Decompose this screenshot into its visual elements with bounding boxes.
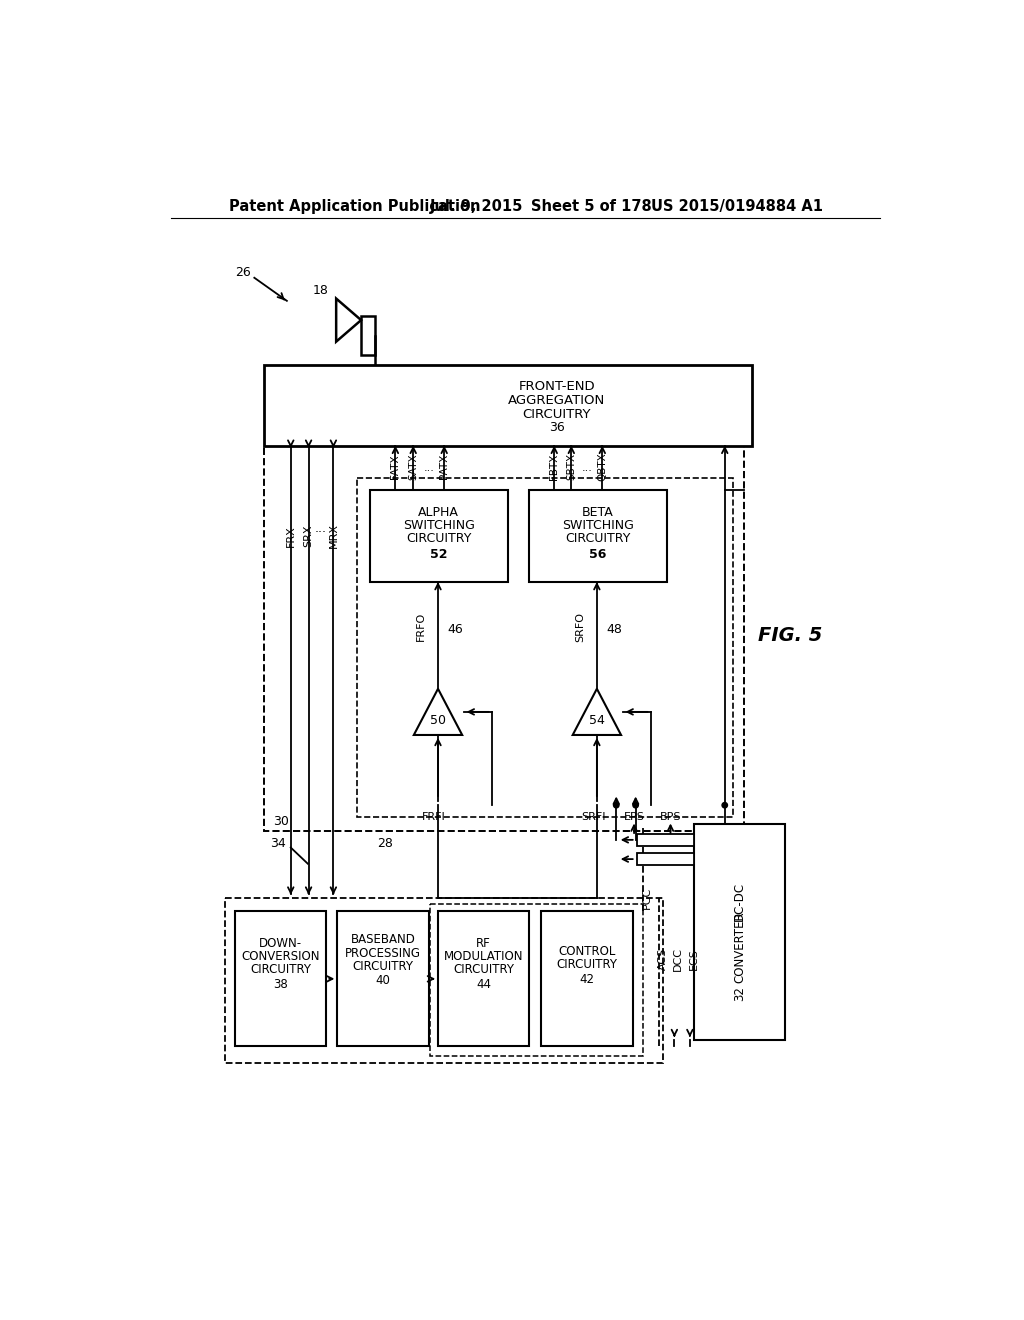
Text: US 2015/0194884 A1: US 2015/0194884 A1	[651, 198, 823, 214]
Text: 28: 28	[378, 837, 393, 850]
Text: 32: 32	[733, 986, 745, 1002]
Text: FRFI: FRFI	[422, 812, 446, 822]
Text: ...: ...	[423, 463, 434, 473]
Bar	[528, 490, 667, 582]
Text: 54: 54	[589, 714, 605, 727]
Text: CIRCUITRY: CIRCUITRY	[250, 964, 311, 977]
Text: Jul. 9, 2015: Jul. 9, 2015	[430, 198, 523, 214]
Bar	[370, 490, 508, 582]
Text: CIRCUITRY: CIRCUITRY	[407, 532, 471, 545]
Text: CIRCUITRY: CIRCUITRY	[565, 532, 631, 545]
Bar	[438, 911, 529, 1047]
Text: BASEBAND: BASEBAND	[350, 933, 416, 946]
Text: BPS: BPS	[659, 812, 681, 822]
Text: 50: 50	[430, 714, 446, 727]
Text: DOWN-: DOWN-	[259, 937, 302, 950]
Bar	[234, 911, 327, 1047]
Text: SWITCHING: SWITCHING	[402, 519, 475, 532]
Bar	[263, 446, 744, 830]
Text: Patent Application Publication: Patent Application Publication	[228, 198, 480, 214]
Text: 40: 40	[376, 974, 390, 987]
Text: CONTROL: CONTROL	[558, 945, 615, 958]
Bar	[263, 364, 752, 446]
Text: Sheet 5 of 178: Sheet 5 of 178	[531, 198, 651, 214]
Text: DCC: DCC	[673, 948, 683, 972]
Text: FRFO: FRFO	[416, 612, 426, 642]
Text: DC-DC: DC-DC	[733, 882, 745, 921]
Text: ...: ...	[315, 521, 327, 535]
Text: SBTX: SBTX	[566, 453, 577, 480]
Text: FIG. 5: FIG. 5	[759, 626, 823, 645]
Text: 36: 36	[549, 421, 564, 434]
Text: SRFO: SRFO	[574, 611, 585, 642]
Text: CIRCUITRY: CIRCUITRY	[522, 408, 591, 421]
Text: ECS: ECS	[689, 948, 698, 970]
Text: FATX: FATX	[390, 454, 400, 479]
Bar	[337, 911, 429, 1047]
Text: 44: 44	[476, 978, 492, 991]
Text: 34: 34	[269, 837, 286, 850]
Text: ALPHA: ALPHA	[419, 506, 459, 519]
Text: PROCESSING: PROCESSING	[345, 946, 421, 960]
Text: 52: 52	[430, 548, 447, 561]
Bar	[225, 898, 663, 1063]
Circle shape	[722, 803, 727, 808]
Text: PCC: PCC	[642, 887, 652, 908]
Text: MODULATION: MODULATION	[444, 950, 523, 964]
Text: QBTX: QBTX	[597, 451, 607, 480]
Text: EPS: EPS	[624, 812, 644, 822]
Text: RF: RF	[476, 937, 492, 950]
Text: FBTX: FBTX	[549, 453, 559, 479]
Bar	[637, 853, 693, 866]
Text: CONVERTER: CONVERTER	[733, 912, 745, 983]
Text: CONVERSION: CONVERSION	[242, 950, 319, 964]
Text: 38: 38	[273, 978, 288, 991]
Text: SRFI: SRFI	[581, 812, 605, 822]
Text: 26: 26	[234, 265, 251, 279]
Bar	[637, 834, 693, 846]
Text: AGGREGATION: AGGREGATION	[508, 393, 605, 407]
Bar	[430, 904, 643, 1056]
Text: 18: 18	[312, 284, 328, 297]
Text: ACS: ACS	[657, 948, 668, 970]
Text: SWITCHING: SWITCHING	[562, 519, 634, 532]
Text: PATX: PATX	[439, 454, 450, 479]
Text: ...: ...	[582, 463, 592, 473]
Text: 48: 48	[606, 623, 622, 636]
Text: 46: 46	[447, 623, 463, 636]
Text: CIRCUITRY: CIRCUITRY	[352, 960, 414, 973]
Circle shape	[633, 803, 638, 808]
Bar	[356, 478, 732, 817]
Text: 30: 30	[272, 814, 289, 828]
Bar	[693, 825, 785, 1040]
Text: FRX: FRX	[286, 525, 296, 546]
Text: 42: 42	[580, 973, 594, 986]
Text: FRONT-END: FRONT-END	[518, 380, 595, 393]
Text: SRX: SRX	[303, 524, 313, 546]
Text: CIRCUITRY: CIRCUITRY	[556, 958, 617, 972]
Text: CIRCUITRY: CIRCUITRY	[454, 964, 514, 977]
Text: 56: 56	[589, 548, 606, 561]
Text: MRX: MRX	[329, 523, 338, 548]
Text: BETA: BETA	[582, 506, 613, 519]
Bar	[361, 317, 375, 355]
Text: SATX: SATX	[409, 453, 418, 479]
Bar	[541, 911, 633, 1047]
Circle shape	[613, 803, 618, 808]
